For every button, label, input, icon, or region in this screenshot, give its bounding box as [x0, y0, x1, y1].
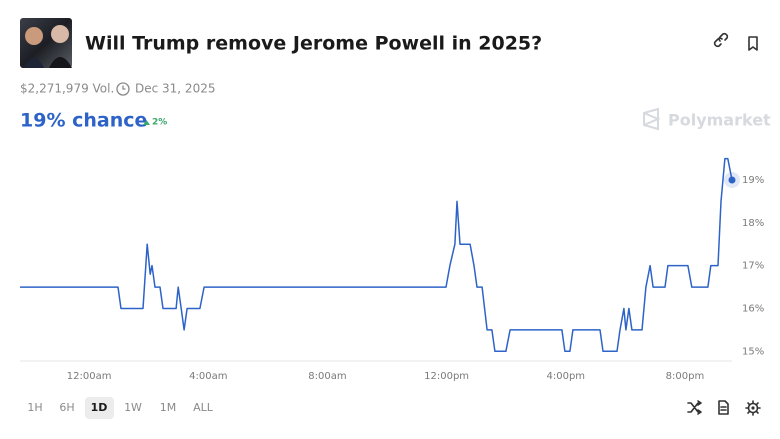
- x-tick-label: 8:00pm: [666, 371, 705, 382]
- brand-logo: [643, 107, 661, 131]
- document-button[interactable]: [718, 400, 729, 415]
- volume: $2,271,979 Vol.: [20, 82, 114, 96]
- range-button[interactable]: 1H: [27, 401, 42, 414]
- x-tick-label: 12:00pm: [424, 371, 469, 382]
- range-button[interactable]: ALL: [193, 401, 214, 414]
- x-tick-label: 4:00am: [189, 371, 227, 382]
- range-buttons: 1H 6H 1D 1W 1M ALL: [27, 401, 213, 414]
- price-line: [20, 157, 733, 353]
- shuffle-button[interactable]: [687, 400, 702, 415]
- range-button[interactable]: 1M: [160, 401, 177, 414]
- change: 2%: [152, 118, 167, 128]
- y-tick-label: 17%: [742, 261, 764, 272]
- range-button[interactable]: 1D: [91, 401, 108, 414]
- brand: Polymarket: [668, 111, 771, 130]
- selected-range-bg: [85, 397, 114, 419]
- y-tick-label: 16%: [742, 303, 764, 314]
- x-tick-label: 8:00am: [308, 371, 346, 382]
- last-point: [728, 176, 736, 184]
- range-button[interactable]: 6H: [59, 401, 74, 414]
- y-tick-label: 19%: [742, 175, 764, 186]
- clock-icon: [116, 82, 130, 96]
- bookmark-button[interactable]: [748, 36, 758, 51]
- chart: 15% 16% 17% 18% 19% 12:00am 4:00am 8:00am 12:00p…: [20, 157, 764, 382]
- x-tick-label: 4:00pm: [546, 371, 585, 382]
- y-tick-label: 15%: [742, 346, 764, 357]
- market-title: Will Trump remove Jerome Powell in 2025?: [85, 33, 542, 55]
- range-button[interactable]: 1W: [124, 401, 142, 414]
- end-date: Dec 31, 2025: [135, 82, 215, 96]
- market-avatar: [20, 18, 72, 68]
- settings-button[interactable]: [745, 400, 761, 416]
- x-tick-label: 12:00am: [67, 371, 112, 382]
- link-button[interactable]: [713, 32, 729, 48]
- y-tick-label: 18%: [742, 218, 764, 229]
- chance: 19% chance: [20, 110, 147, 132]
- up-arrow: [143, 120, 150, 125]
